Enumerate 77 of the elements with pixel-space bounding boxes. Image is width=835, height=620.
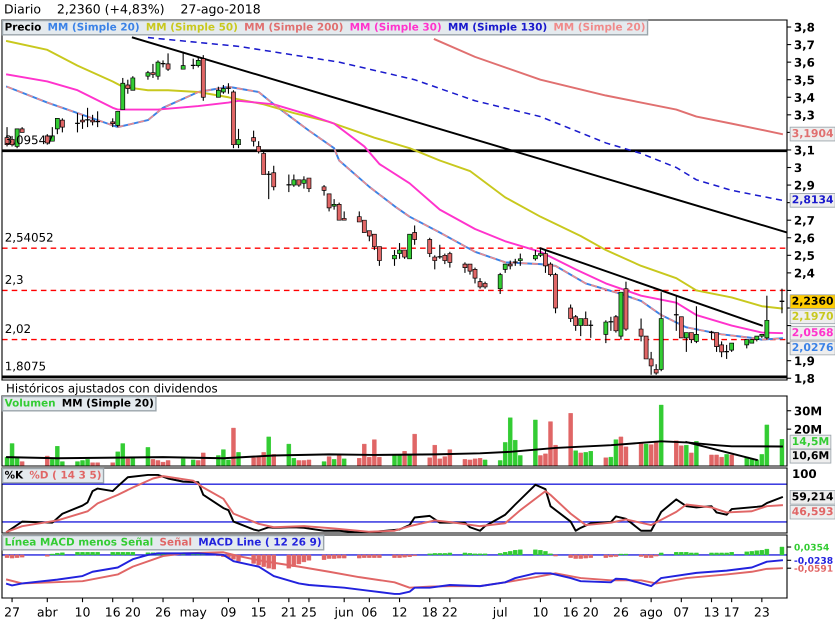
y-tick-label: 2,6 (794, 233, 814, 244)
x-tick-label: 10 (534, 607, 548, 617)
y-tick-label: 3,8 (794, 22, 814, 34)
annotation: 3,1904 (792, 129, 834, 139)
x-tick-label: 13 (704, 607, 718, 617)
x-tick-label: may (180, 610, 206, 620)
y-tick-label: 3,6 (794, 58, 814, 68)
series-label: Línea MACD menos Señal (6, 537, 152, 546)
x-tick-label: 22 (442, 607, 457, 617)
y-tick-label: 3,7 (794, 40, 814, 51)
y-tick-label: 2,9 (794, 180, 814, 192)
y-tick-label: -0,0238 (794, 556, 833, 566)
y-tick-label: 2,5 (794, 251, 814, 262)
ref-line-label: 2,3 (6, 275, 23, 286)
y-tick-label: 30M (794, 406, 822, 416)
y-tick-label: 3,1 (794, 146, 814, 156)
y-tick-label: 1,8 (795, 374, 814, 384)
ref-line-label: 2,54052 (6, 232, 52, 243)
series-label: MACD Line ( 12 26 9) (199, 538, 321, 547)
x-tick-label: 07 (674, 607, 688, 617)
y-tick-label: 2,4 (794, 268, 814, 280)
x-tick-label: jul (492, 607, 506, 620)
text: Históricos ajustados con dividendos (7, 383, 218, 395)
x-tick-label: ago (640, 610, 662, 620)
x-tick-label: 16 (106, 607, 120, 617)
y-tick-label: 20M (794, 424, 822, 434)
series-label: Señal (160, 537, 192, 546)
text: MM (Simple 20) (62, 398, 153, 409)
y-tick-label: 1,9 (795, 356, 814, 367)
series-label: %D ( 14 3 5) (30, 470, 101, 480)
chart-title: Diario 2,2360 (+4,83%) 27-ago-2018 (5, 4, 260, 16)
text: MM (Simple 200) (245, 22, 343, 33)
x-tick-label: 20 (126, 607, 140, 617)
text: 100 (793, 469, 816, 478)
x-tick-label: 26 (614, 607, 628, 617)
x-tick-label: 27 (5, 607, 19, 617)
text: MM (Simple 20) (48, 22, 139, 33)
y-tick-label: 2,7 (794, 216, 814, 226)
annotation: 2,0276 (792, 342, 833, 353)
text: MM (Simple 130) (448, 22, 546, 33)
x-tick-label: 09 (221, 607, 236, 617)
y-tick-label: 3,4 (794, 92, 814, 104)
annotation: 46,593 (792, 507, 833, 517)
x-tick-label: 23 (754, 607, 769, 617)
x-tick-label: 18 (423, 607, 437, 617)
legend-title: Precio (6, 22, 41, 31)
y-tick-label: 0,0354 (794, 544, 829, 552)
text: Volumen (4, 398, 55, 407)
ref-line-label: 1,8075 (6, 362, 46, 372)
y-tick-label: 3 (794, 163, 802, 172)
x-tick-label: 10 (76, 607, 90, 617)
annotation: 2,8134 (792, 195, 834, 205)
annotation: 14,5M (792, 437, 828, 447)
x-tick-label: 20 (584, 607, 598, 617)
ref-line-label: 2,02 (6, 324, 30, 334)
x-tick-label: 12 (392, 607, 406, 617)
x-tick-label: abr (38, 607, 58, 617)
x-tick-label: 06 (362, 607, 377, 617)
text: %K (4, 470, 24, 479)
annotation: 59,214 (792, 492, 834, 502)
x-tick-label: 16 (564, 607, 578, 617)
text: MM (Simple 20) (554, 22, 645, 33)
annotation: 10,6M (792, 451, 828, 461)
x-tick-label: 21 (282, 607, 296, 617)
x-tick-label: 17 (725, 607, 739, 617)
y-tick-label: 3,3 (794, 110, 814, 121)
annotation: 2,1970 (792, 312, 834, 322)
x-tick-label: jun (334, 607, 353, 620)
annotation: 2,2360 (792, 296, 834, 306)
text: MM (Simple 30) (350, 22, 441, 33)
x-tick-label: 15 (252, 607, 266, 617)
y-tick-label: 3,5 (794, 75, 814, 86)
text: MM (Simple 50) (146, 22, 237, 33)
x-tick-label: 26 (156, 607, 170, 617)
y-tick-label: -0,0591 (794, 564, 832, 573)
x-tick-label: 25 (302, 607, 316, 617)
annotation: 2,0568 (792, 328, 833, 338)
